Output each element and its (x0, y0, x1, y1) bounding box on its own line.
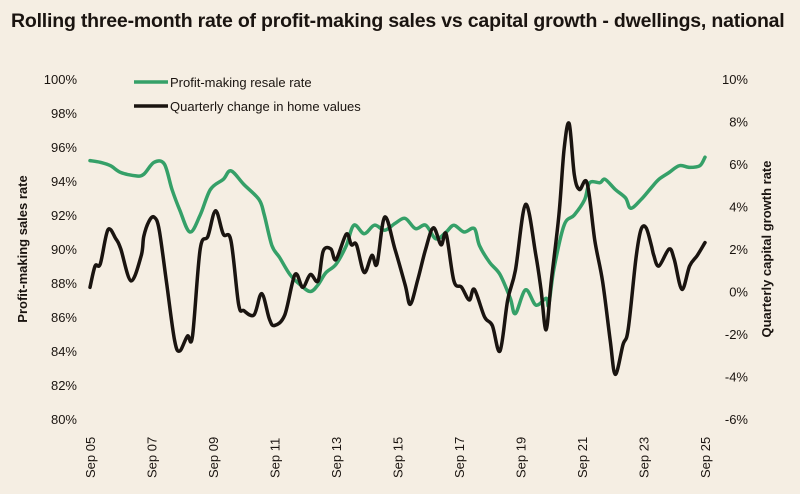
y-tick-left: 88% (51, 276, 77, 291)
y-axis-label-left: Profit-making sales rate (15, 175, 30, 322)
y-axis-label-right: Quarterly capital growth rate (759, 161, 774, 338)
y-tick-left: 100% (44, 72, 78, 87)
x-tick: Sep 19 (514, 437, 529, 478)
y-tick-left: 90% (51, 242, 77, 257)
y-tick-right: -2% (725, 327, 749, 342)
series-line-resale-rate (88, 155, 707, 316)
x-tick: Sep 13 (329, 437, 344, 478)
y-tick-left: 96% (51, 140, 77, 155)
y-tick-right: 2% (729, 242, 748, 257)
series-line-home-values (88, 121, 707, 377)
y-tick-left: 86% (51, 310, 77, 325)
x-tick: Sep 17 (452, 437, 467, 478)
x-tick: Sep 25 (698, 437, 713, 478)
y-tick-right: 8% (729, 115, 748, 130)
y-tick-right: 4% (729, 200, 748, 215)
chart-title: Rolling three-month rate of profit-makin… (11, 10, 785, 32)
y-tick-right: 0% (729, 285, 748, 300)
legend-label-resale-rate: Profit-making resale rate (170, 75, 312, 90)
legend: Profit-making resale rate Quarterly chan… (134, 75, 361, 114)
x-tick: Sep 21 (575, 437, 590, 478)
x-tick: Sep 11 (268, 438, 283, 478)
y-tick-left: 94% (51, 174, 77, 189)
x-tick: Sep 05 (83, 437, 98, 478)
y-tick-right: -4% (725, 370, 749, 385)
legend-label-home-values: Quarterly change in home values (170, 99, 361, 114)
x-tick: Sep 09 (206, 437, 221, 478)
y-tick-right: 10% (722, 72, 748, 87)
x-tick: Sep 07 (145, 437, 160, 478)
y-tick-left: 84% (51, 344, 77, 359)
y-tick-left: 80% (51, 412, 77, 427)
y-tick-left: 98% (51, 106, 77, 121)
x-tick: Sep 15 (391, 437, 406, 478)
y-tick-right: 6% (729, 157, 748, 172)
y-tick-left: 82% (51, 378, 77, 393)
y-tick-left: 92% (51, 208, 77, 223)
y-tick-right: -6% (725, 412, 749, 427)
x-tick: Sep 23 (637, 437, 652, 478)
